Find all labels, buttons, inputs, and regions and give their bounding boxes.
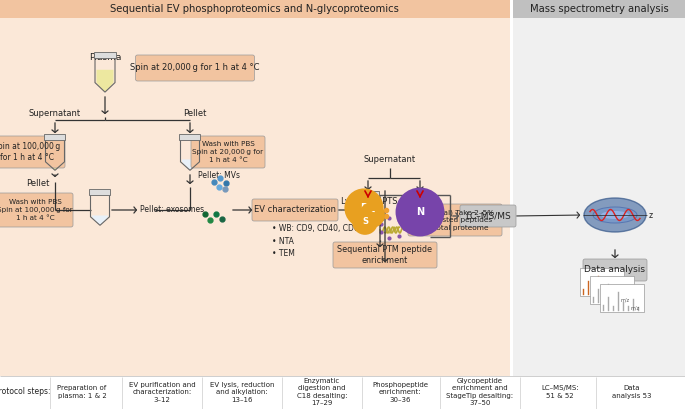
Text: (Optional) Take 2–5%
of digested peptides
for total proteome: (Optional) Take 2–5% of digested peptide…	[416, 209, 494, 231]
FancyBboxPatch shape	[408, 204, 502, 236]
Ellipse shape	[584, 198, 646, 232]
FancyBboxPatch shape	[333, 242, 437, 268]
Text: LC–MS/MS: LC–MS/MS	[465, 211, 511, 220]
Text: P: P	[360, 203, 368, 213]
Text: Sequential PTM peptide
enrichment: Sequential PTM peptide enrichment	[338, 245, 432, 265]
Text: Phosphopeptide
enrichment:
30–36: Phosphopeptide enrichment: 30–36	[372, 382, 428, 402]
Bar	[179, 134, 201, 140]
Text: m/z: m/z	[611, 289, 620, 294]
Bar	[409, 191, 431, 197]
Bar	[357, 191, 379, 197]
FancyBboxPatch shape	[252, 199, 338, 221]
Bar	[0, 0, 510, 18]
Ellipse shape	[601, 211, 629, 219]
Polygon shape	[360, 211, 377, 232]
Text: LC–MS/MS:
51 & 52: LC–MS/MS: 51 & 52	[541, 385, 579, 399]
Text: Protocol steps:: Protocol steps:	[0, 387, 50, 396]
Text: Preparation of
plasma: 1 & 2: Preparation of plasma: 1 & 2	[58, 385, 107, 399]
Bar	[600, 284, 644, 312]
Bar	[94, 52, 116, 58]
Text: EV lysis, reduction
and alkylation:
13–16: EV lysis, reduction and alkylation: 13–1…	[210, 382, 274, 402]
Polygon shape	[47, 154, 63, 169]
Text: Enzymatic
digestion and
C18 desalting:
17–29: Enzymatic digestion and C18 desalting: 1…	[297, 378, 347, 406]
Text: Supernatant: Supernatant	[364, 155, 416, 164]
Text: Pellet: Pellet	[26, 180, 50, 189]
FancyBboxPatch shape	[136, 55, 255, 81]
Bar	[513, 0, 685, 18]
Text: Supernatant: Supernatant	[29, 110, 81, 119]
Text: Pellet: Pellet	[184, 110, 207, 119]
Text: Glycopeptide
enrichment and
StageTip desalting:
37–50: Glycopeptide enrichment and StageTip des…	[447, 378, 514, 406]
Text: Sequential EV phosphoproteomics and N-glycoproteomics: Sequential EV phosphoproteomics and N-gl…	[110, 4, 399, 14]
Text: N: N	[416, 207, 424, 217]
Text: m/z: m/z	[621, 297, 630, 302]
Bar	[0, 18, 510, 376]
Text: Pellet: MVs: Pellet: MVs	[198, 171, 240, 180]
Text: z: z	[649, 211, 653, 220]
Bar	[45, 134, 66, 140]
Text: Wash with PBS
Spin at 100,000 g for
1 h at 4 °C: Wash with PBS Spin at 100,000 g for 1 h …	[0, 199, 73, 221]
FancyBboxPatch shape	[583, 259, 647, 281]
Bar	[590, 276, 634, 304]
Text: Spin at 100,000 g
for 1 h at 4 °C: Spin at 100,000 g for 1 h at 4 °C	[0, 142, 61, 162]
Polygon shape	[92, 216, 108, 224]
Text: Mass spectrometry analysis: Mass spectrometry analysis	[530, 4, 669, 14]
Polygon shape	[182, 160, 198, 169]
Text: Lysis and PTS digestion: Lysis and PTS digestion	[341, 198, 439, 207]
Text: • WB: CD9, CD40, CD63
• NTA
• TEM: • WB: CD9, CD40, CD63 • NTA • TEM	[272, 224, 364, 258]
Polygon shape	[97, 70, 114, 91]
Text: Pellet: exosomes: Pellet: exosomes	[140, 205, 204, 214]
Text: S: S	[362, 218, 368, 227]
Text: ✂: ✂	[365, 211, 385, 233]
Text: Spin at 20,000 g for 1 h at 4 °C: Spin at 20,000 g for 1 h at 4 °C	[130, 63, 260, 72]
Text: T: T	[369, 211, 375, 220]
Text: Data analysis: Data analysis	[584, 265, 645, 274]
Bar	[0, 376, 685, 409]
Text: m/z: m/z	[631, 305, 640, 310]
Ellipse shape	[593, 207, 637, 223]
Bar	[513, 18, 685, 376]
Bar	[90, 189, 110, 195]
Bar	[580, 268, 624, 296]
Text: EV characterization: EV characterization	[254, 205, 336, 214]
FancyBboxPatch shape	[0, 136, 65, 168]
Text: Data
analysis 53: Data analysis 53	[612, 385, 651, 399]
FancyBboxPatch shape	[0, 193, 73, 227]
Text: EV purification and
characterization:
3–12: EV purification and characterization: 3–…	[129, 382, 195, 402]
Text: Wash with PBS
Spin at 20,000 g for
1 h at 4 °C: Wash with PBS Spin at 20,000 g for 1 h a…	[192, 141, 264, 163]
Text: Plasma: Plasma	[89, 52, 121, 61]
Polygon shape	[412, 211, 429, 232]
FancyBboxPatch shape	[191, 136, 265, 168]
FancyBboxPatch shape	[460, 205, 516, 227]
